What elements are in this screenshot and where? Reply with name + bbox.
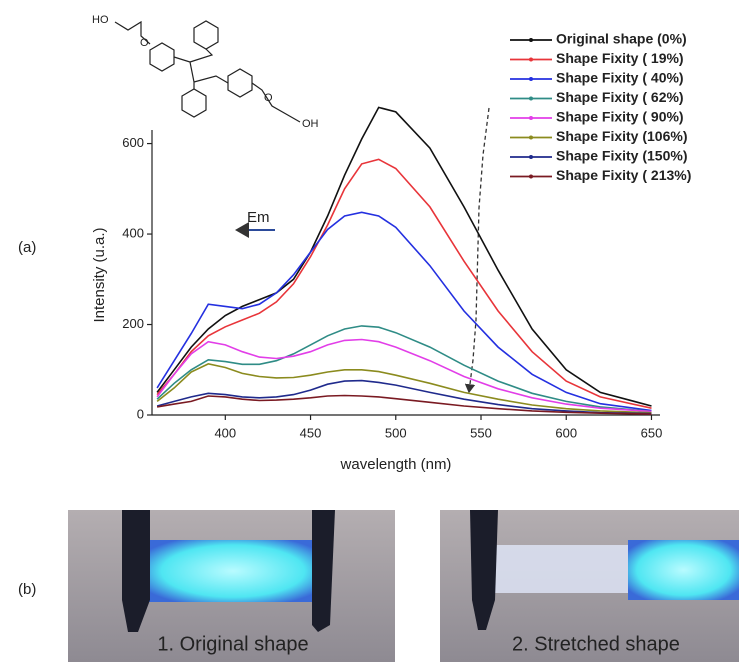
legend-label: Original shape (0%)	[556, 31, 687, 47]
series-line	[156, 363, 652, 414]
legend-dot	[529, 57, 533, 62]
series-line	[156, 338, 652, 413]
y-tick-label: 200	[122, 316, 144, 331]
legend-dot	[529, 77, 533, 81]
series-line	[156, 211, 652, 412]
y-axis-label: Intensity (u.a.)	[91, 227, 108, 322]
legend-dot	[529, 116, 533, 120]
atom-label: OH	[302, 118, 319, 130]
photo: 1. Original shape	[68, 510, 395, 662]
series-line	[156, 106, 652, 407]
legend-dot	[529, 174, 533, 179]
x-tick-label: 450	[300, 425, 322, 440]
photo: 2. Stretched shape	[440, 510, 739, 662]
legend-label: Shape Fixity ( 90%)	[556, 109, 684, 125]
series-line	[156, 158, 652, 409]
atom-label: O	[140, 37, 149, 49]
legend-label: Shape Fixity (150%)	[556, 148, 688, 164]
legend-label: Shape Fixity ( 62%)	[556, 89, 684, 105]
y-tick-label: 600	[122, 135, 144, 150]
panel-label: (b)	[18, 581, 36, 598]
atom-label: HO	[92, 14, 109, 26]
annotation: Em	[247, 209, 270, 226]
series-line	[156, 325, 652, 413]
x-tick-label: 600	[555, 425, 577, 440]
series-line	[156, 394, 652, 415]
photo-caption: 2. Stretched shape	[512, 633, 680, 655]
legend-dot	[529, 96, 533, 101]
legend-label: Shape Fixity ( 213%)	[556, 167, 691, 183]
legend-dot	[529, 135, 533, 140]
legend-dot	[529, 155, 533, 159]
x-tick-label: 550	[470, 425, 492, 440]
legend: Original shape (0%) Shape Fixity ( 19%) Sh…	[510, 31, 691, 183]
x-tick-label: 500	[385, 425, 407, 440]
x-axis-label: wavelength (nm)	[340, 456, 452, 473]
panel-label: (a)	[18, 239, 36, 256]
x-tick-label: 650	[641, 425, 663, 440]
x-tick-label: 400	[214, 425, 236, 440]
y-tick-label: 400	[122, 225, 144, 240]
legend-dot	[529, 38, 533, 42]
trend-arrow	[464, 107, 490, 394]
atom-label: O	[264, 92, 273, 104]
legend-label: Shape Fixity (106%)	[556, 128, 688, 144]
legend-label: Shape Fixity ( 40%)	[556, 70, 684, 86]
legend-label: Shape Fixity ( 19%)	[556, 50, 684, 66]
y-tick-label: 0	[137, 406, 144, 421]
series-line	[156, 379, 652, 415]
plot: 0 200 400 600 400 450 500 550 600 650 wavelength (…	[91, 106, 663, 473]
molecule	[114, 20, 301, 123]
photo-caption: 1. Original shape	[157, 633, 308, 655]
